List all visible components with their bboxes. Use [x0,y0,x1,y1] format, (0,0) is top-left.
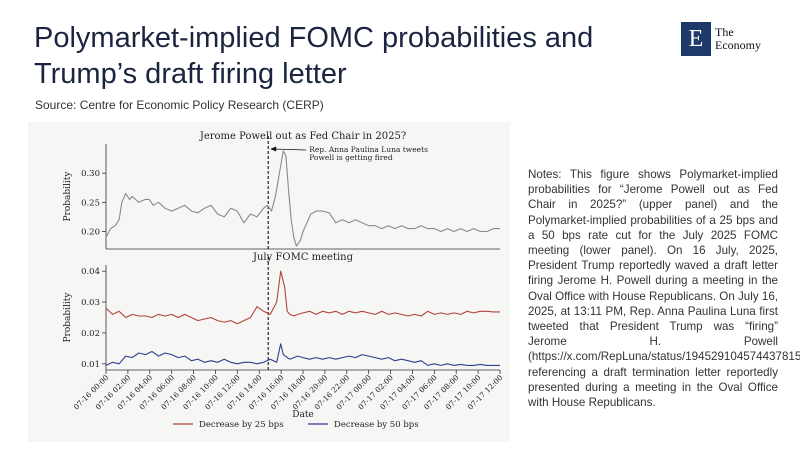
bottom-series-line-decrease-by-50-bps [105,343,500,366]
bottom-y-tick-label: 0.04 [81,267,100,277]
legend-label-0: Decrease by 25 bps [199,420,284,430]
logo-mark: E [681,22,711,56]
bottom-series-line-decrease-by-25-bps [105,270,500,325]
chart-svg: Jerome Powell out as Fed Chair in 2025? 0… [63,131,505,430]
top-y-axis-label: Probability [63,171,73,222]
annotation-arrow-head [270,146,277,152]
top-series-line-0 [105,150,500,247]
page-title: Polymarket-implied FOMC probabilities an… [34,22,594,90]
source-note: Source: Centre for Economic Policy Resea… [35,98,324,112]
top-panel-title: Jerome Powell out as Fed Chair in 2025? [199,131,406,142]
bottom-y-axis-label: Probability [63,292,73,343]
top-y-tick-label: 0.30 [81,169,100,179]
x-axis-label: Date [292,410,314,420]
bottom-panel-title: July FOMC meeting [252,252,354,263]
bottom-y-tick-label: 0.01 [81,360,100,370]
annotation-text-line-2: Powell is getting fired [309,153,393,162]
logo-line-2: Economy [715,38,761,52]
legend-label-1: Decrease by 50 bps [334,420,419,430]
brand-logo[interactable]: E The Economy [681,22,761,56]
chart-figure: Jerome Powell out as Fed Chair in 2025? 0… [28,122,510,442]
top-y-tick-label: 0.25 [81,198,100,208]
annotation-text-line-1: Rep. Anna Paulina Luna tweets [309,145,428,154]
figure-notes: Notes: This figure shows Polymarket-impl… [528,168,800,410]
logo-wordmark: The Economy [715,26,761,52]
bottom-y-tick-label: 0.02 [81,329,100,339]
logo-line-1: The [715,25,734,39]
annotation-arrow-line [271,148,307,151]
bottom-y-tick-label: 0.03 [81,298,100,308]
top-y-tick-label: 0.20 [81,228,100,238]
